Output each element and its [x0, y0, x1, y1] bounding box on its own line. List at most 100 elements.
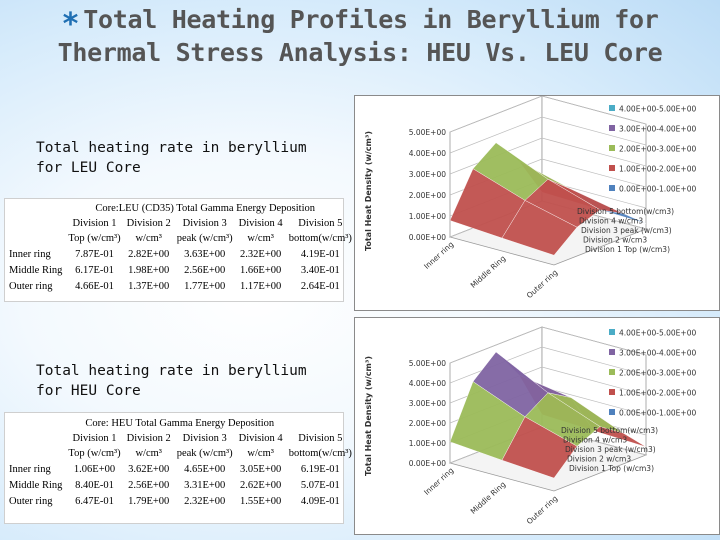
legend-swatch [609, 329, 615, 335]
legend-swatch [609, 165, 615, 171]
z-tick-label: 0.00E+00 [409, 233, 446, 242]
row-label: Middle Ring [9, 264, 63, 276]
heu-header-div1: Division 1 [72, 433, 117, 444]
legend-label: 0.00E+00-1.00E+00 [619, 185, 696, 194]
row-label: Middle Ring [9, 479, 63, 491]
legend-swatch [609, 389, 615, 395]
z-tick-label: 3.00E+00 [409, 399, 446, 408]
leu-table-box: Core:LEU (CD35) Total Gamma Energy Depos… [4, 198, 352, 302]
table-cell: 2.56E+00 [184, 264, 226, 276]
table-cell: 2.56E+00 [128, 479, 170, 491]
table-cell: 1.77E+00 [184, 280, 226, 292]
heu-unit-div1: Top (w/cm³) [68, 448, 121, 459]
heu-caption-line-2: for HEU Core [36, 383, 141, 399]
y-category-label: Division 4 w/cm3 [579, 217, 643, 226]
table-cell: 6.17E-01 [75, 264, 114, 276]
table-cell: 2.64E-01 [300, 280, 340, 292]
table-row: Inner ring 1.06E+00 3.62E+00 4.65E+00 3.… [5, 461, 355, 477]
heu-chart: 0.00E+00 1.00E+00 2.00E+00 3.00E+00 4.00E+00… [354, 317, 720, 535]
table-cell: 6.47E-01 [75, 495, 114, 507]
heu-unit-div5: bottom(w/cm³) [288, 448, 352, 459]
heu-header-div4: Division 4 [238, 433, 283, 444]
y-category-label: Division 1 Top (w/cm3) [585, 245, 670, 254]
table-cell: 5.07E-01 [300, 479, 340, 491]
legend-label: 1.00E+00-2.00E+00 [619, 165, 696, 174]
x-category-label: Outer ring [525, 494, 560, 527]
legend-label: 3.00E+00-4.00E+00 [619, 349, 696, 358]
x-category-label: Outer ring [525, 268, 560, 301]
heu-caption: Total heating rate in beryllium for HEU … [36, 361, 346, 401]
y-category-label: Division 4 w/cm3 [563, 436, 627, 445]
table-cell: 4.09E-01 [300, 495, 340, 507]
gridline [449, 326, 647, 364]
leu-caption: Total heating rate in beryllium for LEU … [36, 138, 346, 178]
heu-data-table: Core: HEU Total Gamma Energy Deposition … [5, 416, 355, 509]
table-cell: 1.66E+00 [240, 264, 282, 276]
y-category-label: Division 5 bottom(w/cm3) [561, 426, 658, 435]
table-cell: 1.37E+00 [128, 280, 170, 292]
heu-header-div5: Division 5 [298, 433, 343, 444]
table-cell: 3.63E+00 [184, 248, 226, 260]
legend-label: 0.00E+00-1.00E+00 [619, 409, 696, 418]
heu-unit-div3: peak (w/cm³) [176, 448, 233, 459]
table-cell: 3.05E+00 [240, 463, 282, 475]
table-cell: 3.62E+00 [128, 463, 170, 475]
heu-header-div2: Division 2 [126, 433, 171, 444]
leu-header-div3: Division 3 [182, 218, 227, 229]
legend-swatch [609, 145, 615, 151]
z-tick-label: 5.00E+00 [409, 128, 446, 137]
leu-unit-div5: bottom(w/cm³) [288, 233, 352, 244]
table-row: Inner ring 7.87E-01 2.82E+00 3.63E+00 2.… [5, 246, 355, 262]
table-row: Outer ring 4.66E-01 1.37E+00 1.77E+00 1.… [5, 278, 355, 294]
z-tick-label: 3.00E+00 [409, 170, 446, 179]
table-cell: 1.17E+00 [240, 280, 282, 292]
y-category-label: Division 3 peak (w/cm3) [581, 226, 672, 235]
leu-unit-div4: w/cm³ [247, 233, 274, 244]
y-category-label: Division 2 w/cm3 [583, 236, 647, 245]
heu-table-title: Core: HEU Total Gamma Energy Deposition [85, 418, 275, 429]
leu-data-table: Core:LEU (CD35) Total Gamma Energy Depos… [5, 201, 355, 294]
table-cell: 8.40E-01 [75, 479, 114, 491]
y-category-label: Division 1 Top (w/cm3) [569, 464, 654, 473]
z-axis-label: Total Heat Density (w/cm³) [364, 356, 373, 476]
leu-unit-div2: w/cm³ [135, 233, 162, 244]
title-line-2: Thermal Stress Analysis: HEU Vs. LEU Cor… [57, 38, 663, 67]
z-tick-label: 2.00E+00 [409, 191, 446, 200]
legend-label: 4.00E+00-5.00E+00 [619, 329, 696, 338]
gridline [449, 116, 647, 154]
row-label: Inner ring [9, 248, 51, 260]
table-cell: 6.19E-01 [300, 463, 340, 475]
legend-label: 1.00E+00-2.00E+00 [619, 389, 696, 398]
table-cell: 1.06E+00 [73, 463, 116, 475]
table-row: Middle Ring 8.40E-01 2.56E+00 3.31E+00 2… [5, 477, 355, 493]
x-category-label: Middle Ring [469, 254, 508, 290]
leu-header-div1: Division 1 [72, 218, 117, 229]
y-category-label: Division 3 peak (w/cm3) [565, 445, 656, 454]
table-cell: 1.98E+00 [128, 264, 170, 276]
x-category-label: Inner ring [422, 240, 455, 271]
table-cell: 7.87E-01 [75, 248, 114, 260]
gridline [449, 95, 647, 133]
table-cell: 3.31E+00 [184, 479, 226, 491]
z-tick-label: 1.00E+00 [409, 439, 446, 448]
legend-label: 2.00E+00-3.00E+00 [619, 369, 696, 378]
table-cell: 4.19E-01 [300, 248, 340, 260]
legend-swatch [609, 125, 615, 131]
table-cell: 4.65E+00 [184, 463, 226, 475]
table-cell: 2.32E+00 [240, 248, 282, 260]
heu-surface-chart: 0.00E+00 1.00E+00 2.00E+00 3.00E+00 4.00E+00… [364, 326, 696, 527]
z-tick-label: 5.00E+00 [409, 359, 446, 368]
row-label: Outer ring [9, 495, 53, 507]
leu-header-div2: Division 2 [126, 218, 171, 229]
table-cell: 2.32E+00 [184, 495, 226, 507]
table-cell: 4.66E-01 [75, 280, 114, 292]
legend-label: 2.00E+00-3.00E+00 [619, 145, 696, 154]
z-tick-label: 4.00E+00 [409, 379, 446, 388]
surface-patch [501, 416, 578, 479]
row-label: Outer ring [9, 280, 53, 292]
heu-unit-div4: w/cm³ [247, 448, 274, 459]
table-cell: 3.40E-01 [300, 264, 340, 276]
legend-swatch [609, 349, 615, 355]
x-category-label: Middle Ring [469, 480, 508, 516]
y-category-label: Division 2 w/cm3 [567, 455, 631, 464]
